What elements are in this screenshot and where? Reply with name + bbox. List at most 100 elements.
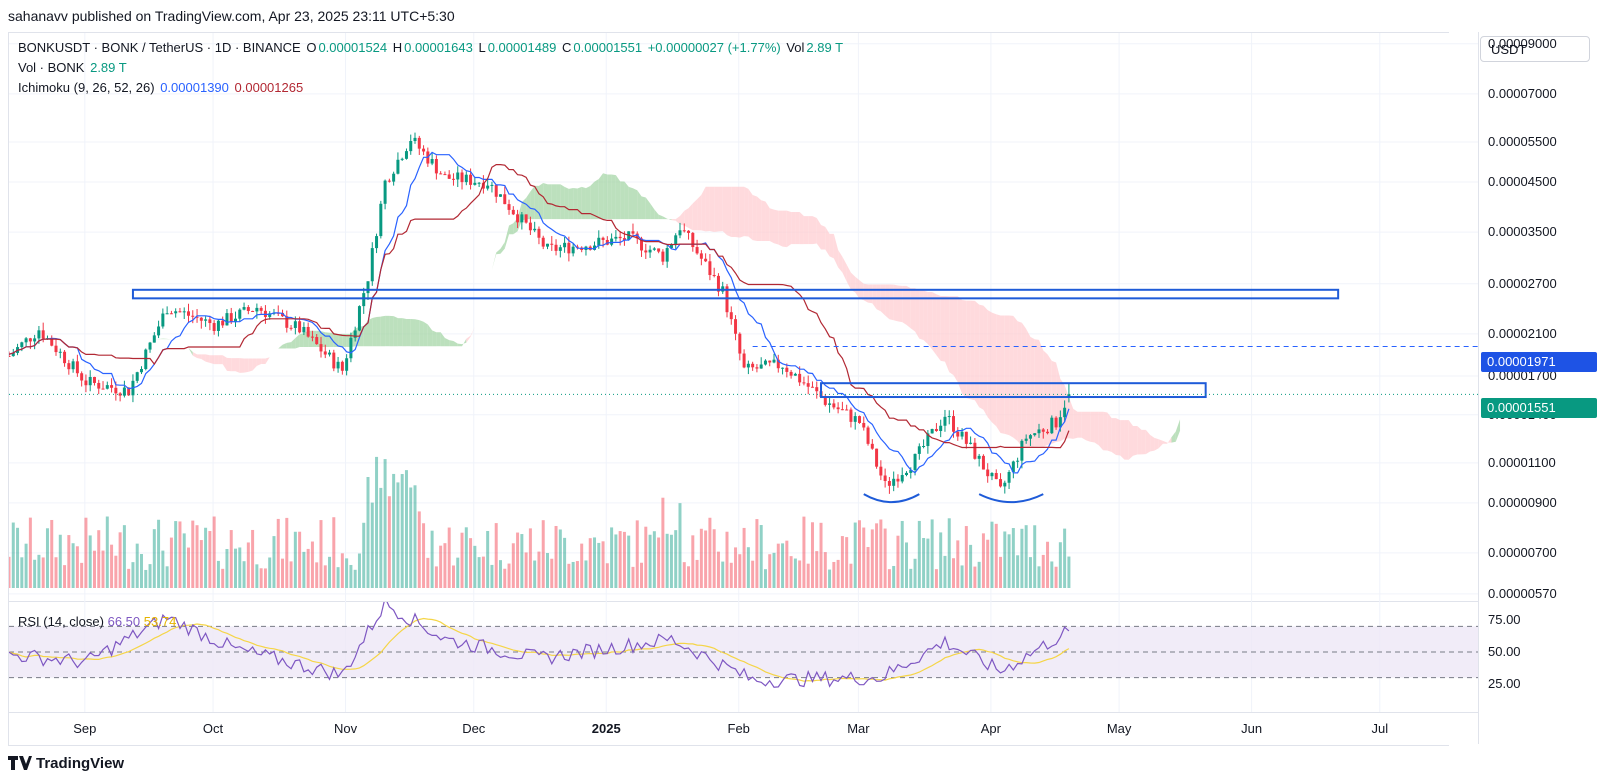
candle-body: [165, 313, 169, 315]
cloud-segment: [714, 186, 719, 232]
cloud-segment: [1098, 411, 1104, 451]
price-tick-label: 0.00005500: [1488, 133, 1557, 149]
candle-body: [50, 338, 54, 346]
candle-body: [246, 307, 250, 311]
cloud-segment: [897, 285, 903, 323]
volume-bar: [37, 554, 41, 588]
candle-body: [319, 344, 323, 352]
cloud-segment: [872, 284, 877, 310]
time-tick-label: Sep: [73, 721, 97, 736]
cloud-segment: [1115, 418, 1121, 456]
time-tick-label: Feb: [727, 721, 750, 736]
cloud-segment: [419, 320, 424, 347]
candle-body: [738, 333, 742, 354]
volume-bar: [763, 569, 767, 588]
volume-bar: [678, 503, 682, 588]
volume-bar: [691, 535, 695, 588]
ichimoku-legend[interactable]: Ichimoku (9, 26, 52, 26) 0.00001390 0.00…: [18, 80, 305, 95]
volume-bar: [16, 527, 20, 588]
candle-body: [917, 446, 921, 454]
volume-bar: [695, 559, 699, 588]
volume-bar: [528, 528, 532, 588]
cloud-segment: [1043, 350, 1048, 447]
time-tick-label: May: [1106, 721, 1132, 736]
cloud-segment: [799, 212, 804, 245]
chart-grid: [9, 33, 1478, 712]
candle-body: [315, 337, 319, 345]
candle-body: [84, 380, 88, 386]
volume-bar: [375, 456, 379, 588]
cloud-segment: [440, 332, 445, 347]
cloud-segment: [1133, 426, 1138, 456]
volume-bar: [11, 522, 15, 588]
candle-body: [977, 455, 981, 459]
candle-body: [541, 237, 545, 247]
volume-bar: [379, 487, 383, 588]
candle-body: [716, 275, 720, 292]
candle-body: [375, 236, 379, 249]
candle-body: [293, 321, 297, 328]
cloud-segment: [226, 357, 232, 372]
volume-bar: [182, 533, 186, 588]
cloud-segment: [880, 284, 886, 316]
cloud-segment: [1120, 420, 1125, 460]
volume-bar: [383, 459, 387, 588]
bottom-arc: [978, 493, 1044, 504]
cloud-segment: [825, 226, 830, 257]
volume-bar: [776, 543, 780, 588]
cloud-segment: [996, 314, 1001, 433]
candle-body: [298, 321, 302, 333]
candle-body: [520, 214, 524, 223]
candle-body: [199, 317, 203, 321]
volume-bar: [110, 544, 114, 588]
cloud-segment: [739, 186, 745, 238]
currency-selector[interactable]: USDT: [1480, 36, 1590, 62]
candle-body: [439, 173, 443, 175]
volume-bar: [746, 547, 750, 588]
volume-bar: [212, 516, 216, 588]
volume-bar: [417, 511, 421, 588]
cloud-segment: [991, 312, 997, 427]
volume-bar: [721, 561, 725, 588]
volume-bar: [909, 568, 913, 588]
rsi-legend[interactable]: RSI (14, close) 66.50 53.74: [18, 614, 176, 629]
candle-body: [913, 453, 917, 470]
annotations: [9, 288, 1478, 504]
candle-body: [934, 428, 938, 432]
cloud-segment: [829, 233, 834, 259]
cloud-segment: [585, 185, 591, 220]
candle-body: [251, 310, 255, 312]
cloud-segment: [120, 352, 125, 355]
candle-body: [268, 313, 272, 317]
cloud-segment: [885, 284, 890, 320]
cloud-segment: [808, 216, 813, 245]
cloud-segment: [803, 216, 809, 245]
symbol-legend[interactable]: BONKUSDT · BONK / TetherUS · 1D · BINANC…: [18, 40, 845, 55]
candle-body: [922, 446, 926, 448]
rsi-pane-separator[interactable]: [8, 601, 1478, 602]
volume-bar: [498, 560, 502, 588]
volume-bar: [392, 473, 396, 588]
volume-legend[interactable]: Vol · BONK 2.89 T: [18, 60, 129, 75]
candle-body: [806, 383, 810, 387]
volume-bar: [20, 557, 24, 588]
candle-body: [443, 174, 447, 176]
volume-bar: [208, 531, 212, 588]
cloud-segment: [256, 358, 262, 366]
tradingview-footer[interactable]: TradingView: [8, 755, 124, 772]
volume-bar: [289, 561, 293, 588]
candle-body: [870, 443, 874, 449]
volume-bar: [793, 558, 797, 588]
volume-bar: [905, 542, 908, 588]
cloud-segment: [453, 341, 458, 347]
volume-bar: [601, 541, 605, 588]
candle-body: [58, 351, 62, 353]
candle-body: [67, 363, 71, 370]
candle-body: [127, 387, 131, 396]
cloud-segment: [244, 358, 249, 373]
close-label: C: [562, 40, 572, 55]
cloud-segment: [607, 174, 612, 220]
volume-bar: [1024, 525, 1028, 588]
cloud-segment: [526, 191, 531, 220]
